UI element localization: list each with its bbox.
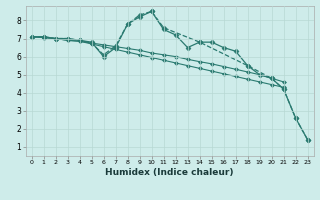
X-axis label: Humidex (Indice chaleur): Humidex (Indice chaleur) (105, 168, 234, 177)
